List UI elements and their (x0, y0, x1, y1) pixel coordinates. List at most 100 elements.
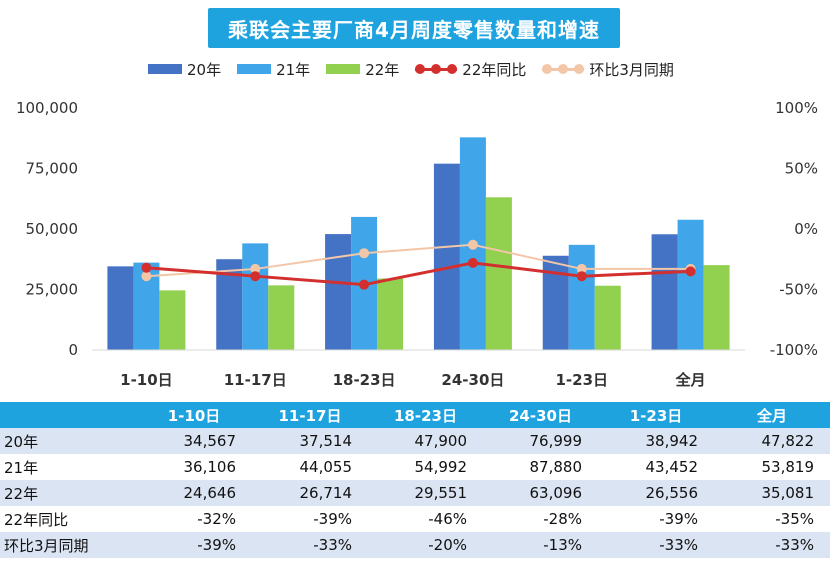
point-22年同比-全月 (685, 266, 696, 277)
bar-20年-1-10日 (107, 266, 134, 350)
table-cell: 35,081 (714, 480, 830, 506)
x-tick-label: 1-10日 (120, 371, 173, 389)
table-cell: 36,106 (136, 454, 252, 480)
data-table: 1-10日 11-17日 18-23日 24-30日 1-23日 全月 20年 … (0, 402, 830, 558)
legend-swatch-21 (237, 64, 272, 74)
legend-swatch-20 (148, 64, 182, 74)
y-tick-label: 100,000 (16, 99, 78, 117)
point-22年同比-24-30日 (467, 257, 478, 268)
table-row: 21年 36,106 44,055 54,992 87,880 43,452 5… (0, 454, 830, 480)
table-cell: -33% (598, 532, 714, 558)
x-tick-label: 1-23日 (555, 371, 608, 389)
table-cell: -39% (252, 506, 368, 532)
table-cell: 54,992 (368, 454, 483, 480)
point-环比3月同期-18-23日 (359, 248, 370, 259)
point-22年同比-11-17日 (250, 271, 261, 282)
point-环比3月同期-11-17日 (250, 263, 261, 274)
y-tick-label: 0 (68, 341, 78, 359)
table-header-cell: 11-17日 (252, 402, 368, 428)
line-环比3月同期 (146, 243, 691, 278)
table-cell: 87,880 (483, 454, 598, 480)
table-cell: -33% (714, 532, 830, 558)
legend-item-22: 22年 (326, 59, 399, 80)
x-tick-label: 18-23日 (333, 371, 396, 389)
legend-item-20: 20年 (148, 59, 221, 80)
table-cell: -32% (136, 506, 252, 532)
table-cell: -35% (714, 506, 830, 532)
table-row-label: 22年同比 (0, 506, 136, 532)
legend-line-yoy (415, 63, 458, 75)
legend-swatch-22 (326, 64, 361, 74)
point-环比3月同期-1-23日 (576, 263, 587, 274)
table-row-label: 环比3月同期 (0, 532, 136, 558)
table-row: 20年 34,567 37,514 47,900 76,999 38,942 4… (0, 428, 830, 454)
legend-label-20: 20年 (187, 60, 222, 79)
point-环比3月同期-24-30日 (467, 239, 478, 250)
bar-21年-全月 (677, 219, 704, 350)
table-header-row: 1-10日 11-17日 18-23日 24-30日 1-23日 全月 (0, 402, 830, 428)
bar-20年-1-23日 (542, 255, 569, 350)
table-cell: 34,567 (136, 428, 252, 454)
table-row: 环比3月同期 -39% -33% -20% -13% -33% -33% (0, 532, 830, 558)
table-cell: -46% (368, 506, 483, 532)
point-22年同比-1-23日 (576, 271, 587, 282)
bar-22年-全月 (703, 265, 730, 350)
x-tick-label: 24-30日 (441, 371, 504, 389)
table-row: 22年同比 -32% -39% -46% -28% -39% -35% (0, 506, 830, 532)
legend-line-mom (542, 63, 585, 75)
table-cell: 43,452 (598, 454, 714, 480)
chart-legend: 20年 21年 22年 22年同比 环比3月同期 (148, 58, 674, 80)
table-cell: 63,096 (483, 480, 598, 506)
bar-20年-全月 (651, 234, 678, 350)
table-header-cell: 18-23日 (368, 402, 483, 428)
chart-plot: 0 25,000 50,000 75,000 100,000 -100% -50% 0% 50%… (16, 99, 818, 389)
table-cell: 47,900 (368, 428, 483, 454)
table-cell: 53,819 (714, 454, 830, 480)
point-22年同比-18-23日 (359, 279, 370, 290)
x-tick-label: 全月 (675, 371, 706, 389)
table-cell: -28% (483, 506, 598, 532)
table-row-label: 21年 (0, 454, 136, 480)
bar-21年-11-17日 (242, 243, 269, 350)
table-header-cell: 24-30日 (483, 402, 598, 428)
legend-label-mom: 环比3月同期 (589, 60, 674, 79)
y-tick-label: 25,000 (26, 281, 79, 299)
table-cell: 76,999 (483, 428, 598, 454)
legend-item-mom: 环比3月同期 (542, 59, 674, 80)
table-cell: 26,714 (252, 480, 368, 506)
table-row-label: 22年 (0, 480, 136, 506)
table-cell: 29,551 (368, 480, 483, 506)
bar-22年-1-23日 (594, 285, 621, 350)
table-header-cell: 1-10日 (136, 402, 252, 428)
y-tick-label: 75,000 (26, 160, 79, 178)
table-cell: 38,942 (598, 428, 714, 454)
y2-tick-label: 50% (785, 160, 818, 178)
y2-tick-label: -100% (770, 341, 818, 359)
table-cell: -20% (368, 532, 483, 558)
bar-22年-11-17日 (268, 285, 295, 350)
table-cell: 24,646 (136, 480, 252, 506)
table-cell: 37,514 (252, 428, 368, 454)
y2-tick-label: 0% (794, 220, 818, 238)
table-cell: -13% (483, 532, 598, 558)
legend-label-22: 22年 (365, 60, 400, 79)
table-cell: 26,556 (598, 480, 714, 506)
legend-item-21: 21年 (237, 59, 310, 80)
table-header-cell: 全月 (714, 402, 830, 428)
table-header-cell: 1-23日 (598, 402, 714, 428)
legend-label-21: 21年 (276, 60, 311, 79)
table-cell: 47,822 (714, 428, 830, 454)
table-cell: -33% (252, 532, 368, 558)
point-22年同比-1-10日 (141, 262, 152, 273)
bar-20年-24-30日 (433, 163, 460, 350)
table-cell: -39% (136, 532, 252, 558)
bar-22年-24-30日 (485, 197, 512, 350)
point-环比3月同期-1-10日 (141, 271, 152, 282)
bar-22年-1-10日 (159, 290, 186, 350)
y-tick-label: 50,000 (26, 220, 79, 238)
bar-22年-18-23日 (377, 278, 404, 350)
table-cell: 44,055 (252, 454, 368, 480)
table-cell: -39% (598, 506, 714, 532)
y2-tick-label: -50% (779, 281, 818, 299)
table-row: 22年 24,646 26,714 29,551 63,096 26,556 3… (0, 480, 830, 506)
